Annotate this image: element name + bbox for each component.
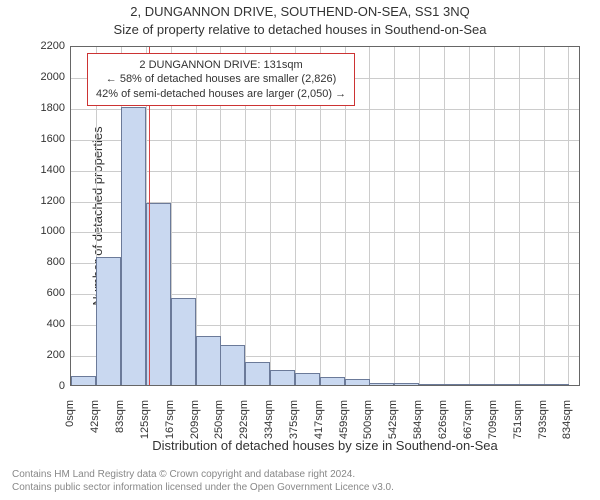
- x-tick: 500sqm: [362, 400, 374, 450]
- histogram-bar: [320, 377, 345, 385]
- y-tick: 1200: [25, 195, 65, 207]
- histogram-bar: [544, 384, 569, 385]
- histogram-bar: [419, 384, 444, 385]
- annotation-line: 42% of semi-detached houses are larger (…: [96, 87, 346, 101]
- histogram-bar: [444, 384, 469, 385]
- plot-area: 2 DUNGANNON DRIVE: 131sqm← 58% of detach…: [70, 46, 580, 386]
- x-tick: 584sqm: [412, 400, 424, 450]
- x-tick: 626sqm: [437, 400, 449, 450]
- x-tick: 417sqm: [313, 400, 325, 450]
- x-tick: 793sqm: [537, 400, 549, 450]
- x-tick: 0sqm: [64, 400, 76, 450]
- x-tick: 42sqm: [89, 400, 101, 450]
- histogram-bar: [270, 370, 295, 385]
- y-tick: 400: [25, 318, 65, 330]
- x-tick: 83sqm: [114, 400, 126, 450]
- annotation-line: ← 58% of detached houses are smaller (2,…: [96, 72, 346, 86]
- chart-subtitle: Size of property relative to detached ho…: [0, 22, 600, 37]
- histogram-bar: [71, 376, 96, 385]
- histogram-bar: [196, 336, 221, 385]
- footer-line-1: Contains HM Land Registry data © Crown c…: [12, 469, 394, 482]
- histogram-bar: [345, 379, 370, 385]
- x-tick: 375sqm: [288, 400, 300, 450]
- y-tick: 1000: [25, 225, 65, 237]
- histogram-bar: [220, 345, 245, 385]
- histogram-bar: [245, 362, 270, 385]
- x-tick: 751sqm: [512, 400, 524, 450]
- x-tick: 459sqm: [338, 400, 350, 450]
- y-tick: 800: [25, 256, 65, 268]
- y-tick: 200: [25, 349, 65, 361]
- histogram-bar: [295, 373, 320, 385]
- x-tick: 834sqm: [561, 400, 573, 450]
- x-tick: 167sqm: [164, 400, 176, 450]
- x-tick: 125sqm: [139, 400, 151, 450]
- histogram-bar: [369, 383, 394, 385]
- annotation-box: 2 DUNGANNON DRIVE: 131sqm← 58% of detach…: [87, 53, 355, 106]
- histogram-bar: [171, 298, 196, 385]
- x-tick: 292sqm: [238, 400, 250, 450]
- footer-text: Contains HM Land Registry data © Crown c…: [12, 469, 394, 494]
- x-tick: 667sqm: [462, 400, 474, 450]
- x-tick: 542sqm: [387, 400, 399, 450]
- histogram-bar: [494, 384, 519, 385]
- x-tick: 334sqm: [263, 400, 275, 450]
- histogram-bar: [121, 107, 146, 385]
- histogram-bar: [96, 257, 121, 385]
- y-tick: 2000: [25, 71, 65, 83]
- chart-title: 2, DUNGANNON DRIVE, SOUTHEND-ON-SEA, SS1…: [0, 4, 600, 19]
- y-tick: 0: [25, 380, 65, 392]
- annotation-line: 2 DUNGANNON DRIVE: 131sqm: [96, 58, 346, 72]
- histogram-bar: [469, 384, 494, 385]
- x-tick: 709sqm: [487, 400, 499, 450]
- x-tick: 209sqm: [189, 400, 201, 450]
- y-tick: 1400: [25, 164, 65, 176]
- x-tick: 250sqm: [213, 400, 225, 450]
- y-tick: 600: [25, 287, 65, 299]
- histogram-bar: [519, 384, 544, 385]
- footer-line-2: Contains public sector information licen…: [12, 482, 394, 495]
- histogram-bar: [394, 383, 419, 385]
- y-tick: 1800: [25, 102, 65, 114]
- y-tick: 2200: [25, 40, 65, 52]
- y-tick: 1600: [25, 133, 65, 145]
